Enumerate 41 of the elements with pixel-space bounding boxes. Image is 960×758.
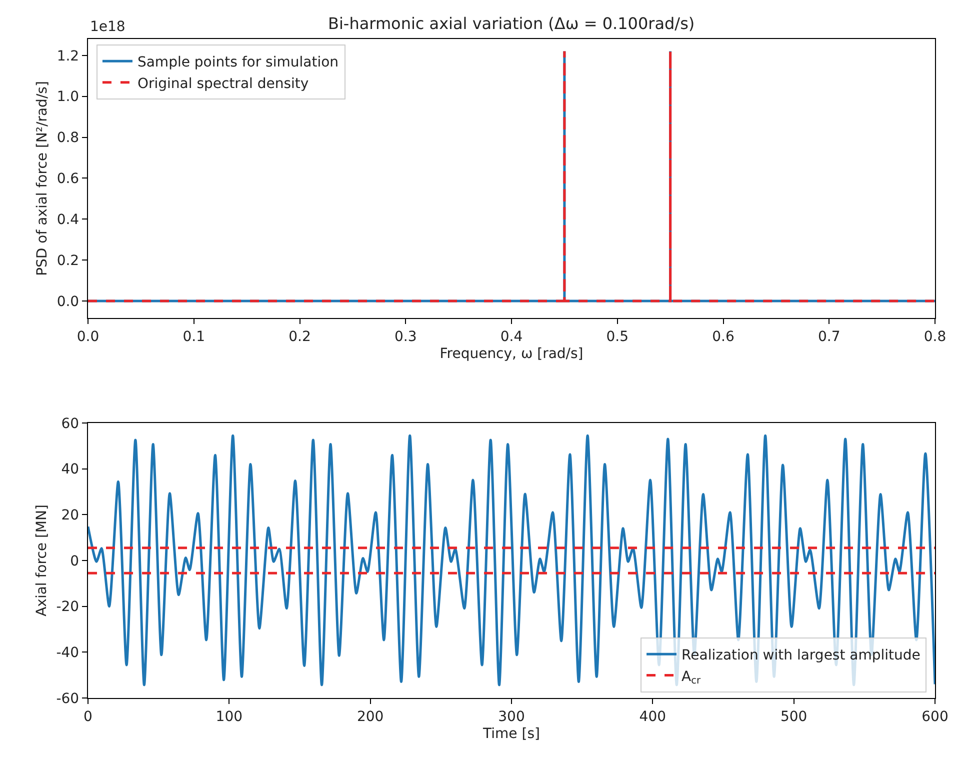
y-tick-label: 60 <box>61 416 80 432</box>
y-tick-label: 1.2 <box>56 48 80 64</box>
x-tick-label: 0.3 <box>394 328 417 345</box>
y-tick-label: -40 <box>56 645 80 662</box>
y-tick-label: 0.8 <box>56 130 80 146</box>
legend-label: Realization with largest amplitude <box>682 648 920 664</box>
x-tick-label: 0.5 <box>606 328 629 345</box>
y-tick-label: -60 <box>56 690 80 707</box>
x-axis-title: Frequency, ω [rad/s] <box>440 346 584 362</box>
x-tick-label: 600 <box>922 708 948 725</box>
x-tick-label: 0.7 <box>818 328 840 345</box>
y-tick-label: -20 <box>56 599 80 616</box>
x-tick-label: 500 <box>780 708 808 725</box>
x-tick-label: 300 <box>498 708 525 725</box>
legend-label: Original spectral density <box>137 76 309 92</box>
x-tick-label: 400 <box>639 708 666 725</box>
y-tick-label: 0.6 <box>56 171 80 188</box>
x-tick-label: 0.4 <box>500 328 523 345</box>
y-tick-label: 0.0 <box>56 294 80 310</box>
x-tick-label: 0.2 <box>288 328 311 345</box>
chart-title: Bi-harmonic axial variation (Δω = 0.100rad/s) <box>328 14 695 33</box>
x-tick-label: 100 <box>216 708 243 725</box>
y-axis-title: PSD of axial force [N²/rad/s] <box>34 81 50 276</box>
x-axis-title: Time [s] <box>482 726 540 742</box>
y-axis-title: Axial force [MN] <box>34 504 50 616</box>
text: 1e18 <box>90 19 126 35</box>
y-tick-label: 1.0 <box>56 89 80 106</box>
x-tick-label: 0.8 <box>924 328 946 345</box>
legend-label: A$_{cr}$ <box>682 668 702 687</box>
legend-label: Sample points for simulation <box>137 54 339 71</box>
line-series <box>88 434 935 686</box>
y-tick-label: 20 <box>61 508 80 524</box>
x-tick-label: 0 <box>84 708 92 725</box>
x-tick-label: 200 <box>356 708 384 725</box>
y-tick-label: 0.2 <box>56 252 80 269</box>
y-tick-label: 40 <box>61 462 80 478</box>
x-tick-label: 0.1 <box>182 328 206 345</box>
y-tick-label: 0.4 <box>56 212 80 228</box>
x-tick-label: 0.6 <box>712 328 734 345</box>
x-tick-label: 0.0 <box>76 328 100 345</box>
y-tick-label: 0 <box>70 553 80 570</box>
